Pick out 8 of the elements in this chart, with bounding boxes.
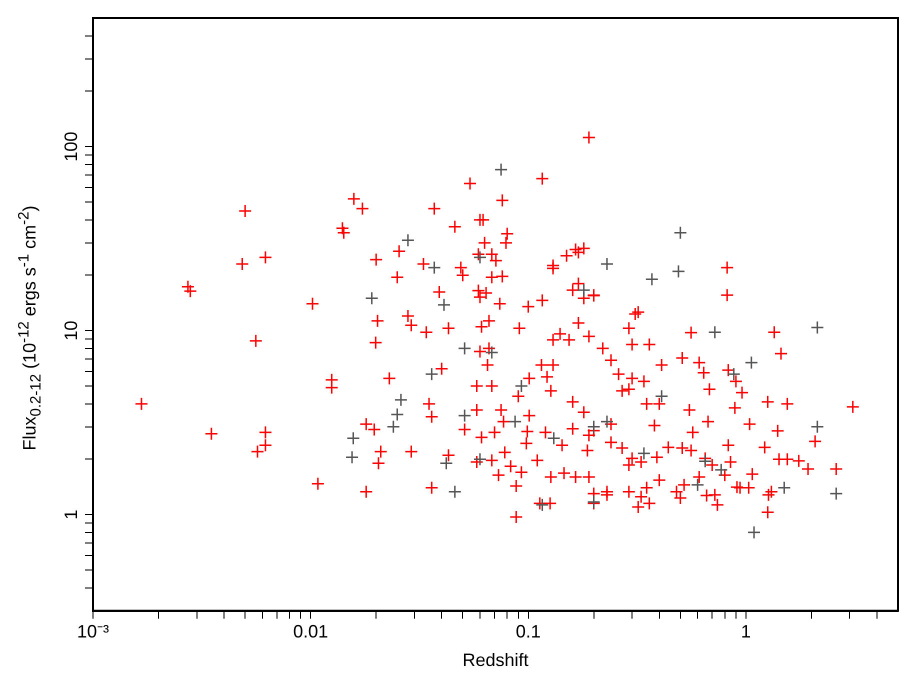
- x-tick-label: 10⁻³: [76, 622, 110, 642]
- x-tick-label: 1: [740, 622, 751, 642]
- x-tick-label: 0.1: [516, 622, 541, 642]
- y-tick-label: 100: [60, 132, 81, 162]
- y-tick-label: 10: [60, 320, 81, 341]
- y-tick-label: 1: [60, 510, 81, 520]
- x-axis-title: Redshift: [462, 650, 529, 670]
- x-tick-label: 0.01: [293, 622, 328, 642]
